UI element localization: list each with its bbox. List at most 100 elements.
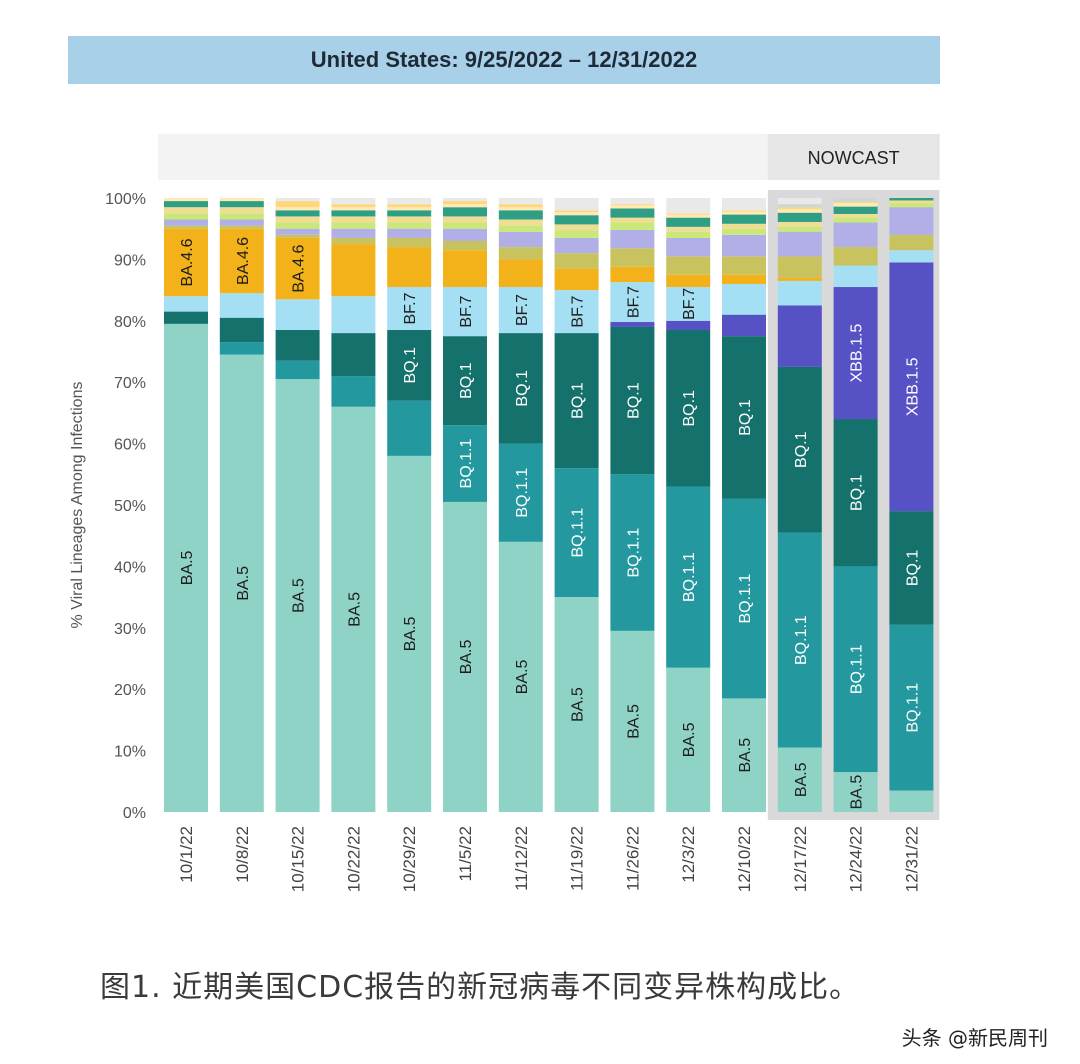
bar-segment-ba-5-11	[777, 747, 822, 812]
bar-segment-ba-5-2	[275, 379, 320, 812]
bar-segment-other-11	[777, 221, 822, 227]
bar-segment-other-10	[722, 211, 766, 215]
bar-segment-other-5	[443, 207, 487, 217]
bar-segment-bq-1-1-7	[554, 468, 599, 598]
bar-segment-remainder-10	[722, 198, 766, 211]
bar-segment-bq-1-1-1	[219, 342, 264, 355]
bar-segment-remainder-6	[498, 198, 543, 205]
bar-segment-other-2	[275, 216, 320, 223]
segment-label: BQ.1	[904, 550, 921, 587]
bar-segment-other-7	[554, 237, 599, 254]
segment-label: BA.5	[346, 592, 363, 627]
bar-segment-bq-1-1	[219, 317, 264, 343]
bar-segment-other-3	[331, 210, 376, 217]
bar-segment-other-11	[777, 212, 822, 222]
bar-segment-other-1	[219, 219, 264, 226]
bar-segment-other-9	[666, 213, 711, 215]
bar-segment-other-4	[387, 228, 432, 238]
bar-segment-other-0	[164, 198, 208, 202]
bar-segment-bq-1-4	[387, 330, 432, 401]
bar-segment-remainder-5	[443, 198, 487, 202]
segment-label: BQ.1	[514, 370, 531, 407]
bar-segment-bq-1-5	[443, 336, 487, 426]
bar-segment-other-10	[722, 228, 766, 235]
bar-segment-other-7	[554, 230, 599, 238]
bar-segment-ba-5-0	[164, 323, 208, 812]
bar-segment-other-7	[554, 212, 599, 216]
bar-segment-remainder-9	[666, 198, 711, 214]
bar-segment-other-8	[610, 248, 655, 267]
bar-segment-ba-5-1	[219, 354, 264, 812]
segment-label: BQ.1	[737, 399, 754, 436]
bar-segment-bf-7-2	[275, 299, 320, 331]
segment-label: BA.5	[793, 762, 810, 797]
bar-segment-other-12	[833, 217, 878, 223]
bar-segment-other-8	[610, 217, 655, 223]
segment-label: BQ.1.1	[514, 468, 531, 518]
bar-segment-remainder-11	[777, 198, 822, 205]
bar-segment-other-8	[610, 222, 655, 230]
bar-segment-bq-1-12	[833, 419, 878, 567]
bar-segment-other-1	[219, 225, 264, 229]
bar-segment-xbb-1-5-13	[889, 262, 934, 512]
bar-segment-other-2	[275, 222, 320, 229]
bar-segment-ba-5-4	[387, 455, 432, 812]
bar-segment-remainder-8	[610, 198, 655, 205]
bar-segment-other-3	[331, 207, 376, 211]
bar-segment-bq-1-8	[610, 326, 655, 475]
segment-label: BA.4.6	[291, 244, 308, 292]
segment-label: BQ.1	[570, 382, 587, 419]
x-tick-label: 10/29/22	[400, 826, 419, 892]
x-tick-label: 12/3/22	[679, 826, 698, 883]
bar-segment-bq-1-1-6	[498, 443, 543, 542]
bar-segment-other-6	[498, 231, 543, 248]
bar-segment-ba-5-13	[889, 790, 934, 812]
bar-segment-other-9	[666, 237, 711, 257]
bar-segment-other-0	[164, 213, 208, 220]
bar-segment-other-3	[331, 222, 376, 229]
y-tick-label: 100%	[105, 191, 146, 208]
bar-segment-bf-7-8	[610, 282, 655, 323]
bar-segment-bf-7-7	[554, 290, 599, 334]
bar-segment-other-9	[666, 231, 711, 238]
bar-segment-other-11	[777, 226, 822, 232]
bar-segment-bf-7-10	[722, 283, 766, 315]
segment-label: BQ.1.1	[737, 574, 754, 624]
bar-segment-other-13	[889, 198, 934, 201]
bar-segment-bf-7-9	[666, 287, 711, 321]
bar-segment-ba-4-6-6	[498, 259, 543, 288]
x-tick-label: 12/31/22	[902, 826, 921, 892]
x-tick-label: 10/15/22	[289, 826, 308, 892]
bar-segment-bf-7-3	[331, 296, 376, 334]
bar-segment-other-1	[219, 213, 264, 220]
x-tick-label: 12/17/22	[791, 826, 810, 892]
bar-segment-other-12	[833, 202, 878, 207]
bar-segment-other-10	[722, 234, 766, 257]
bar-segment-ba-5-3	[331, 406, 376, 812]
bar-segment-other-2	[275, 201, 320, 208]
bar-segment-bq-1-3	[331, 333, 376, 377]
bar-segment-other-11	[777, 256, 822, 278]
bar-segment-bq-1-13	[889, 511, 934, 625]
bar-segment-other-0	[164, 225, 208, 229]
segment-label: BF.7	[681, 288, 698, 320]
bar-segment-other-3	[331, 204, 376, 208]
bar-segment-other-6	[498, 207, 543, 211]
segment-label: BQ.1.1	[849, 644, 866, 694]
bar-segment-bf-7-13	[889, 250, 934, 263]
bar-segment-remainder-4	[387, 198, 432, 205]
bar-segment-ba-4-6-2	[275, 237, 320, 300]
bar-segment-other-2	[275, 207, 320, 211]
segment-label: BQ.1	[625, 382, 642, 419]
segment-label: BQ.1.1	[793, 615, 810, 665]
bar-segment-remainder-3	[331, 198, 376, 205]
segment-label: BF.7	[514, 294, 531, 326]
segment-label: BA.5	[235, 566, 252, 601]
x-tick-label: 11/12/22	[512, 826, 531, 891]
y-tick-label: 60%	[114, 437, 146, 454]
segment-label: BQ.1.1	[681, 552, 698, 602]
segment-label: BA.4.6	[235, 237, 252, 285]
segment-label: BF.7	[458, 295, 475, 327]
bar-segment-bq-1-0	[164, 311, 208, 324]
